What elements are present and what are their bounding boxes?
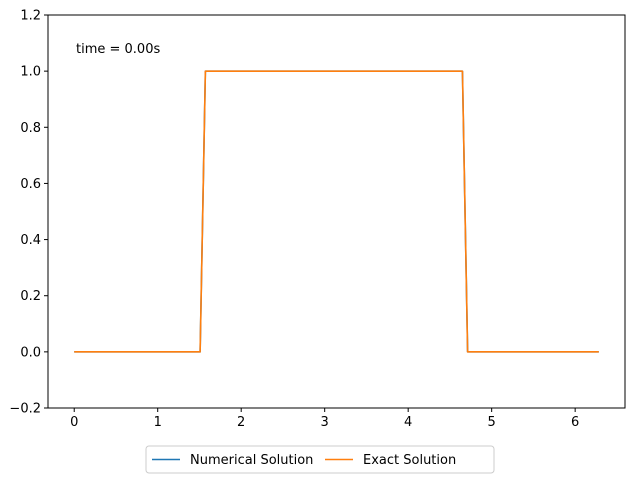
- x-tick-label: 3: [321, 415, 329, 430]
- x-tick-label: 6: [571, 415, 579, 430]
- x-tick-label: 5: [488, 415, 496, 430]
- legend: Numerical Solution Exact Solution: [145, 445, 495, 474]
- y-tick-label: −0.2: [9, 402, 41, 417]
- axes-frame: [47, 14, 626, 409]
- x-tick-label: 4: [404, 415, 412, 430]
- x-tick-label: 0: [70, 415, 78, 430]
- x-axis: 0 1 2 3 4 5 6: [70, 408, 579, 430]
- plot-area: 0 1 2 3 4 5 6 −0.2 0.0 0.2 0.4 0.6 0.8 1.0 1.2 time =…: [9, 9, 626, 430]
- y-tick-label: 0.2: [20, 289, 41, 304]
- legend-box: [145, 445, 495, 474]
- time-annotation: time = 0.00s: [76, 42, 160, 57]
- y-tick-label: 0.0: [20, 345, 41, 360]
- y-tick-label: 1.0: [20, 65, 41, 80]
- y-tick-label: 0.4: [20, 233, 41, 248]
- series-layer: [74, 70, 599, 353]
- y-tick-label: 1.2: [20, 9, 41, 24]
- series-line-numerical-solution: [74, 70, 599, 353]
- x-tick-label: 2: [237, 415, 245, 430]
- legend-label: Exact Solution: [363, 453, 456, 468]
- legend-label: Numerical Solution: [190, 453, 313, 468]
- x-tick-label: 1: [154, 415, 162, 430]
- y-axis: −0.2 0.0 0.2 0.4 0.6 0.8 1.0 1.2: [9, 9, 48, 417]
- y-tick-label: 0.6: [20, 177, 41, 192]
- series-line-exact-solution: [74, 70, 599, 353]
- y-tick-label: 0.8: [20, 121, 41, 136]
